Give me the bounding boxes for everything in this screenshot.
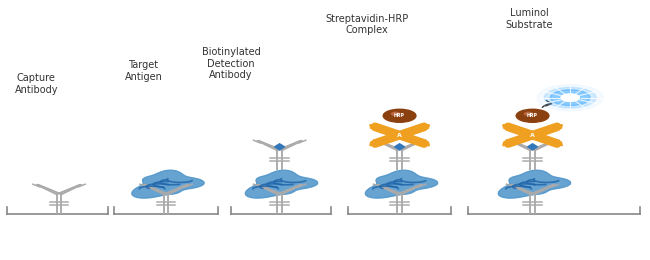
Text: HRP: HRP bbox=[394, 113, 405, 118]
Polygon shape bbox=[553, 125, 562, 128]
Polygon shape bbox=[503, 125, 512, 128]
Text: Luminol
Substrate: Luminol Substrate bbox=[506, 9, 553, 30]
Circle shape bbox=[516, 109, 549, 122]
Polygon shape bbox=[395, 144, 404, 150]
Polygon shape bbox=[370, 125, 380, 128]
Circle shape bbox=[556, 92, 585, 103]
Text: HRP: HRP bbox=[527, 113, 538, 118]
Text: A: A bbox=[530, 133, 535, 138]
Text: Target
Antigen: Target Antigen bbox=[124, 60, 162, 82]
Circle shape bbox=[538, 84, 603, 111]
Polygon shape bbox=[503, 142, 512, 146]
Text: Capture
Antibody: Capture Antibody bbox=[14, 73, 58, 95]
Text: Streptavidin-HRP
Complex: Streptavidin-HRP Complex bbox=[326, 14, 409, 35]
Circle shape bbox=[544, 87, 596, 108]
Polygon shape bbox=[499, 170, 571, 198]
Circle shape bbox=[384, 109, 416, 122]
Polygon shape bbox=[275, 144, 285, 150]
Polygon shape bbox=[420, 125, 430, 128]
Circle shape bbox=[391, 112, 400, 115]
Circle shape bbox=[525, 112, 532, 115]
Circle shape bbox=[562, 94, 578, 101]
Polygon shape bbox=[528, 144, 538, 150]
Polygon shape bbox=[420, 142, 430, 146]
Polygon shape bbox=[553, 142, 562, 146]
Circle shape bbox=[561, 94, 579, 101]
Text: A: A bbox=[397, 133, 402, 138]
Polygon shape bbox=[132, 170, 204, 198]
Polygon shape bbox=[370, 142, 380, 146]
Circle shape bbox=[551, 90, 590, 106]
Polygon shape bbox=[245, 170, 318, 198]
Text: Biotinylated
Detection
Antibody: Biotinylated Detection Antibody bbox=[202, 47, 261, 80]
Polygon shape bbox=[365, 170, 437, 198]
